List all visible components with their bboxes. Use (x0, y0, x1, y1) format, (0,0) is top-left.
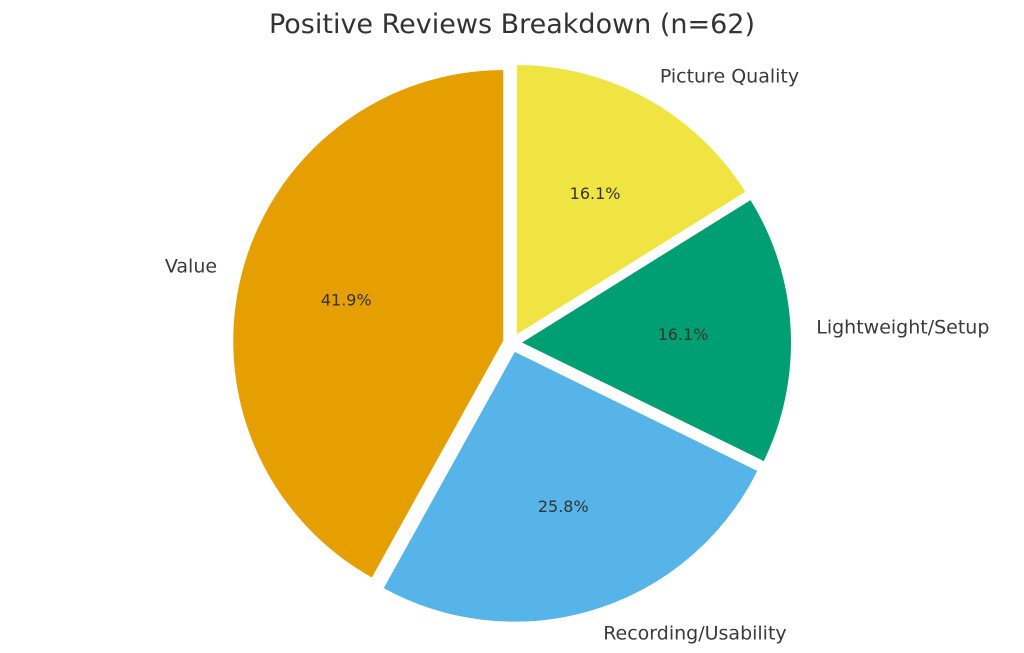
pct-label-lightweight-setup: 16.1% (658, 325, 709, 344)
category-label-lightweight-setup: Lightweight/Setup (816, 317, 989, 339)
category-label-value: Value (165, 256, 217, 278)
chart-title: Positive Reviews Breakdown (n=62) (268, 9, 756, 40)
pct-label-picture-quality: 16.1% (570, 184, 621, 203)
pct-label-value: 41.9% (321, 291, 372, 310)
pie-slice-lightweight-setup (517, 197, 793, 464)
pct-label-recording-usability: 25.8% (538, 497, 589, 516)
category-label-picture-quality: Picture Quality (660, 66, 799, 88)
pie-slice-picture-quality (514, 63, 749, 338)
pie-slice-recording-usability (381, 349, 760, 624)
category-label-recording-usability: Recording/Usability (603, 623, 786, 645)
pie-slice-value (231, 67, 506, 581)
